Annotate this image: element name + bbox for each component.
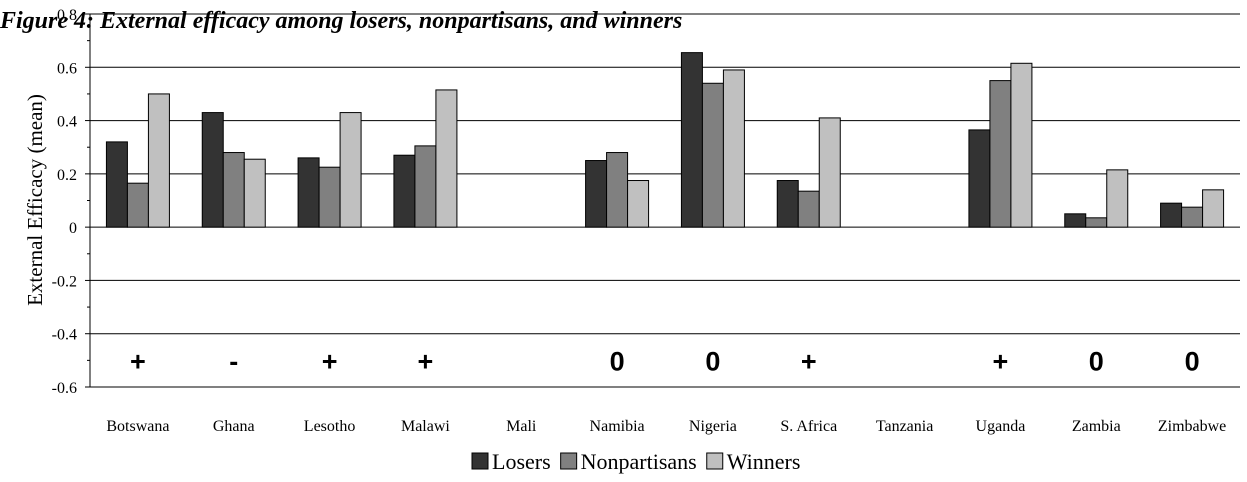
bar-winners-nigeria — [722, 69, 745, 228]
bar-losers-uganda — [968, 129, 991, 228]
bar-losers-ghana — [201, 112, 224, 228]
bar-winners-lesotho — [339, 112, 362, 228]
legend-label-losers: Losers — [492, 449, 551, 474]
x-tick-label: Lesotho — [304, 418, 356, 435]
x-tick-label: Malawi — [401, 418, 450, 435]
significance-marker: + — [130, 346, 146, 376]
legend: Losers Nonpartisans Winners — [471, 449, 801, 474]
legend-label-nonpartisans: Nonpartisans — [581, 449, 697, 474]
y-tick-label: 0.8 — [57, 7, 77, 24]
bar-losers-namibia — [585, 160, 608, 228]
y-tick-label: -0.4 — [52, 327, 77, 344]
bar-losers-zambia — [1064, 213, 1087, 228]
x-category-labels: Botswana Ghana Lesotho Malawi Mali Namibia Nig… — [106, 418, 1226, 435]
bar-winners-botswana — [147, 93, 170, 228]
significance-marker: + — [993, 346, 1009, 376]
gridlines — [90, 13, 1240, 388]
bar-nonpartisans-nigeria — [701, 82, 724, 228]
significance-marker: + — [801, 346, 817, 376]
x-tick-label: Zimbabwe — [1158, 418, 1226, 435]
chart-title: Figure 4: External efficacy among losers… — [0, 8, 682, 34]
legend-swatch-winners — [706, 452, 724, 470]
bar-losers-lesotho — [297, 157, 320, 228]
significance-marker: + — [418, 346, 434, 376]
significance-marker: 0 — [1089, 346, 1104, 376]
legend-label-winners: Winners — [727, 449, 801, 474]
bar-losers-botswana — [105, 141, 128, 228]
x-tick-label: Nigeria — [689, 418, 737, 435]
bar-winners-zambia — [1106, 169, 1129, 228]
bar-losers-s-africa — [776, 180, 799, 228]
bar-nonpartisans-s-africa — [797, 190, 820, 228]
y-tick-labels: 0.8 0.6 0.4 0.2 0 -0.2 -0.4 -0.6 — [52, 7, 77, 397]
y-tick-label: 0.2 — [57, 167, 77, 184]
x-tick-label: Tanzania — [876, 418, 934, 435]
x-tick-label: Ghana — [213, 418, 255, 435]
bar-winners-zimbabwe — [1202, 189, 1225, 228]
bar-losers-nigeria — [680, 52, 703, 228]
bar-nonpartisans-lesotho — [318, 166, 341, 228]
x-tick-label: Zambia — [1072, 418, 1121, 435]
bar-nonpartisans-ghana — [222, 152, 245, 228]
bar-nonpartisans-namibia — [606, 152, 629, 228]
y-tick-label: 0.6 — [57, 60, 77, 77]
y-tick-label: 0.4 — [57, 114, 77, 131]
bars — [105, 52, 1225, 228]
bar-nonpartisans-malawi — [414, 145, 437, 228]
bar-winners-s-africa — [818, 117, 841, 228]
significance-marker: - — [229, 346, 238, 376]
y-axis-label: External Efficacy (mean) — [23, 94, 47, 306]
bar-nonpartisans-botswana — [126, 182, 149, 228]
bar-nonpartisans-zambia — [1085, 217, 1108, 228]
axes — [85, 13, 91, 388]
bar-losers-malawi — [393, 154, 416, 228]
bar-nonpartisans-uganda — [989, 80, 1012, 228]
x-tick-label: Mali — [506, 418, 537, 435]
legend-swatch-nonpartisans — [560, 452, 578, 470]
y-tick-label: -0.6 — [52, 380, 77, 397]
legend-swatch-losers — [471, 452, 489, 470]
significance-marker: 0 — [1185, 346, 1200, 376]
bar-losers-zimbabwe — [1160, 202, 1183, 228]
y-tick-label: -0.2 — [52, 273, 77, 290]
significance-annotations: + - + +0 0 + +0 0 — [130, 346, 1200, 376]
significance-marker: 0 — [610, 346, 625, 376]
x-tick-label: S. Africa — [780, 418, 837, 435]
y-tick-label: 0 — [69, 220, 77, 237]
bar-winners-malawi — [435, 89, 458, 228]
bar-nonpartisans-zimbabwe — [1181, 206, 1204, 228]
x-tick-label: Uganda — [976, 418, 1026, 435]
bar-winners-ghana — [243, 158, 266, 228]
x-tick-label: Namibia — [590, 418, 645, 435]
significance-marker: 0 — [705, 346, 720, 376]
bar-winners-namibia — [627, 180, 650, 228]
bar-winners-uganda — [1010, 62, 1033, 228]
significance-marker: + — [322, 346, 338, 376]
x-tick-label: Botswana — [106, 418, 169, 435]
